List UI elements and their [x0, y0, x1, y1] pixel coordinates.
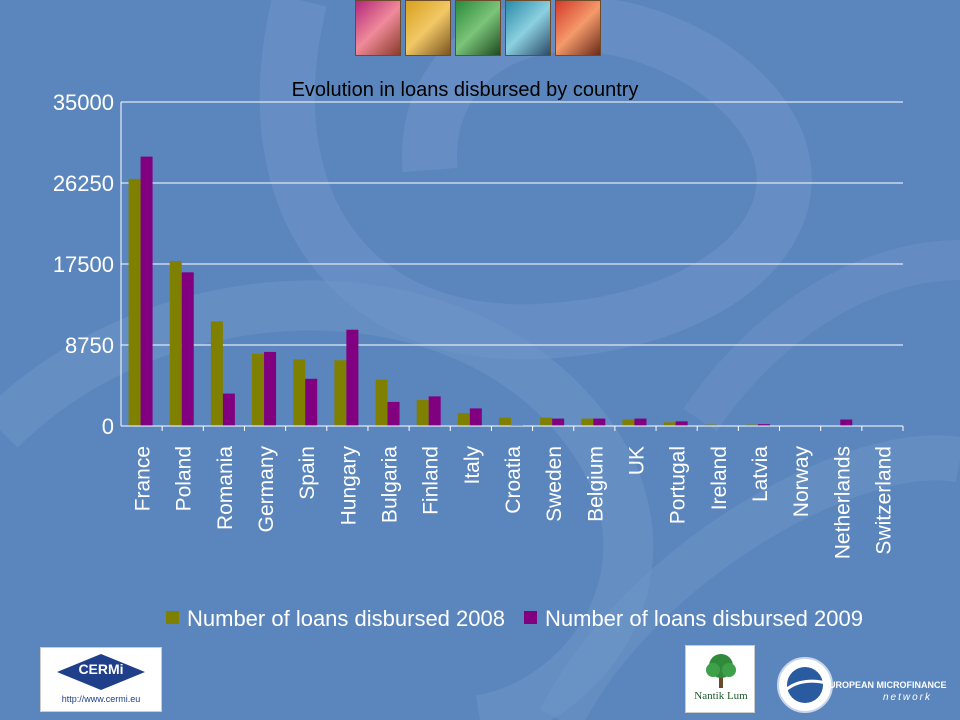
cermi-name: CERMi — [78, 661, 124, 677]
cermi-logo[interactable]: CERMi http://www.cermi.eu — [40, 647, 162, 712]
x-tick-label: UK — [625, 446, 648, 475]
x-tick-label: Poland — [173, 446, 196, 511]
y-axis-ticks: 35000 26250 17500 8750 0 — [53, 90, 114, 439]
legend-swatch-2009 — [524, 611, 537, 624]
bar-2009-belgium — [593, 418, 606, 426]
bar-2009-netherlands — [840, 419, 853, 426]
legend-label-2009: Number of loans disbursed 2009 — [545, 606, 863, 631]
x-tick-label: Romania — [214, 446, 237, 530]
bar-2009-germany — [264, 351, 277, 426]
bar-2008-uk — [622, 419, 635, 426]
x-tick-label: Latvia — [749, 446, 772, 502]
bar-2008-romania — [210, 321, 223, 426]
x-tick-label: Germany — [255, 446, 278, 533]
x-tick-label: Belgium — [584, 446, 607, 522]
y-tick-label: 26250 — [53, 171, 114, 196]
bars — [128, 156, 853, 427]
photo-1 — [355, 0, 401, 56]
y-tick-label: 0 — [102, 414, 114, 439]
x-tick-label: Ireland — [708, 446, 731, 510]
bar-2008-croatia — [499, 417, 511, 426]
bar-2009-latvia — [757, 424, 770, 426]
x-tick-label: Italy — [461, 446, 484, 485]
bar-2008-spain — [293, 359, 306, 426]
globe-icon — [777, 657, 833, 713]
photo-5 — [555, 0, 601, 56]
bar-2009-france — [140, 156, 153, 427]
bar-2008-belgium — [581, 418, 594, 426]
x-tick-label: Sweden — [543, 446, 566, 522]
x-tick-label: Finland — [420, 446, 443, 515]
emn-line1: EUROPEAN MICROFINANCE — [823, 680, 947, 690]
bar-2009-spain — [305, 378, 318, 426]
bar-2008-hungary — [334, 360, 347, 426]
photo-3 — [455, 0, 501, 56]
y-tick-label: 17500 — [53, 252, 114, 277]
bar-2009-sweden — [552, 418, 565, 426]
bar-2008-bulgaria — [375, 379, 388, 426]
nantik-lum-logo[interactable]: Nantik Lum — [685, 645, 755, 713]
bar-2009-poland — [181, 272, 194, 426]
bar-2008-italy — [457, 413, 470, 426]
x-axis-ticks: France Poland Romania Germany Spain Hungary Bu… — [132, 426, 904, 559]
cermi-emblem — [57, 654, 145, 690]
bar-2009-hungary — [346, 329, 359, 426]
legend-swatch-2008 — [166, 611, 179, 624]
x-tick-label: Portugal — [667, 446, 690, 524]
tree-icon — [706, 654, 736, 688]
bar-2009-italy — [469, 408, 482, 426]
bar-2008-finland — [416, 400, 429, 426]
bar-2008-france — [128, 178, 141, 426]
legend-label-2008: Number of loans disbursed 2008 — [187, 606, 505, 631]
cermi-url: http://www.cermi.eu — [61, 694, 141, 704]
bar-2009-uk — [634, 418, 647, 426]
x-tick-label: Switzerland — [872, 446, 895, 555]
bar-2009-romania — [222, 393, 235, 426]
x-tick-label: Netherlands — [831, 446, 854, 559]
axes — [120, 102, 903, 427]
chart-title: Evolution in loans disbursed by country — [292, 79, 639, 101]
bar-2008-germany — [252, 353, 265, 426]
grid-lines — [121, 101, 903, 427]
bar-2008-ireland — [704, 424, 717, 426]
x-tick-label: Hungary — [337, 446, 360, 526]
photo-4 — [505, 0, 551, 56]
legend: Number of loans disbursed 2008 Number of … — [166, 606, 863, 631]
bar-2009-portugal — [675, 421, 688, 426]
bar-chart: Evolution in loans disbursed by country … — [53, 79, 904, 631]
photo-2 — [405, 0, 451, 56]
y-tick-label: 8750 — [65, 333, 114, 358]
bar-2008-sweden — [540, 417, 553, 426]
x-tick-label: Croatia — [502, 446, 525, 514]
nantik-lum-name: Nantik Lum — [694, 690, 748, 702]
x-tick-label: France — [132, 446, 155, 511]
bar-2008-portugal — [663, 422, 676, 426]
bar-2009-finland — [428, 396, 441, 426]
bar-2008-poland — [169, 261, 182, 426]
x-tick-label: Norway — [790, 446, 813, 518]
emn-logo[interactable]: EUROPEAN MICROFINANCE network — [775, 655, 947, 715]
bar-2009-bulgaria — [387, 401, 400, 426]
y-tick-label: 35000 — [53, 90, 114, 115]
emn-line2: network — [883, 692, 933, 703]
x-tick-label: Bulgaria — [379, 446, 402, 523]
x-tick-label: Spain — [296, 446, 319, 500]
bar-2008-latvia — [745, 424, 758, 426]
